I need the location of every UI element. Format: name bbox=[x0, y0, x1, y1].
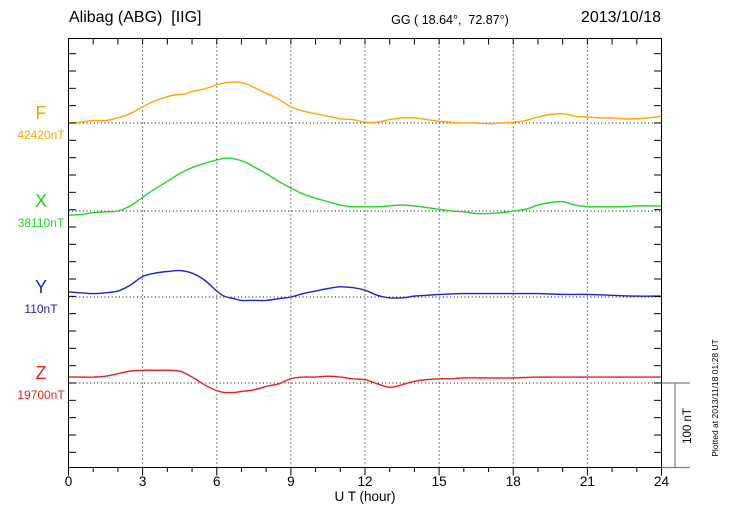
component-baseline-Y: 110nT bbox=[24, 302, 58, 316]
x-tick-label: 9 bbox=[287, 474, 295, 489]
x-tick-label: 24 bbox=[654, 474, 670, 489]
scale-bar-label: 100 nT bbox=[682, 408, 694, 444]
x-tick-label: 15 bbox=[432, 474, 447, 489]
station-title: Alibag (ABG) [IIG] bbox=[69, 9, 202, 26]
trace-label-F: F 42420nT bbox=[8, 104, 74, 141]
geographic-coordinates: GG ( 18.64°, 72.87°) bbox=[391, 13, 509, 27]
trace-X bbox=[67, 157, 663, 216]
x-tick-label: 18 bbox=[506, 474, 521, 489]
component-baseline-F: 42420nT bbox=[17, 128, 65, 142]
trace-label-Y: Y 110nT bbox=[8, 278, 74, 315]
trace-label-X: X 38110nT bbox=[8, 192, 74, 229]
component-baseline-Z: 19700nT bbox=[17, 388, 65, 402]
x-axis-title: U T (hour) bbox=[334, 489, 396, 504]
component-letter-Y: Y bbox=[34, 277, 47, 297]
component-letter-Z: Z bbox=[35, 363, 47, 383]
trace-Z bbox=[67, 369, 663, 394]
plotted-timestamp: Plotted at 2013/11/18 01:28 UT bbox=[710, 339, 720, 457]
x-tick-label: 3 bbox=[139, 474, 147, 489]
trace-F bbox=[67, 81, 663, 125]
x-tick-label: 21 bbox=[580, 474, 595, 489]
component-baseline-X: 38110nT bbox=[17, 216, 65, 230]
component-letter-X: X bbox=[34, 191, 47, 211]
component-letter-F: F bbox=[35, 103, 47, 123]
trace-label-Z: Z 19700nT bbox=[8, 364, 74, 401]
plot-date: 2013/10/18 bbox=[580, 9, 661, 26]
trace-Y bbox=[67, 269, 663, 302]
x-tick-label: 12 bbox=[357, 474, 372, 489]
x-tick-label: 6 bbox=[213, 474, 221, 489]
x-tick-label: 0 bbox=[65, 474, 73, 489]
